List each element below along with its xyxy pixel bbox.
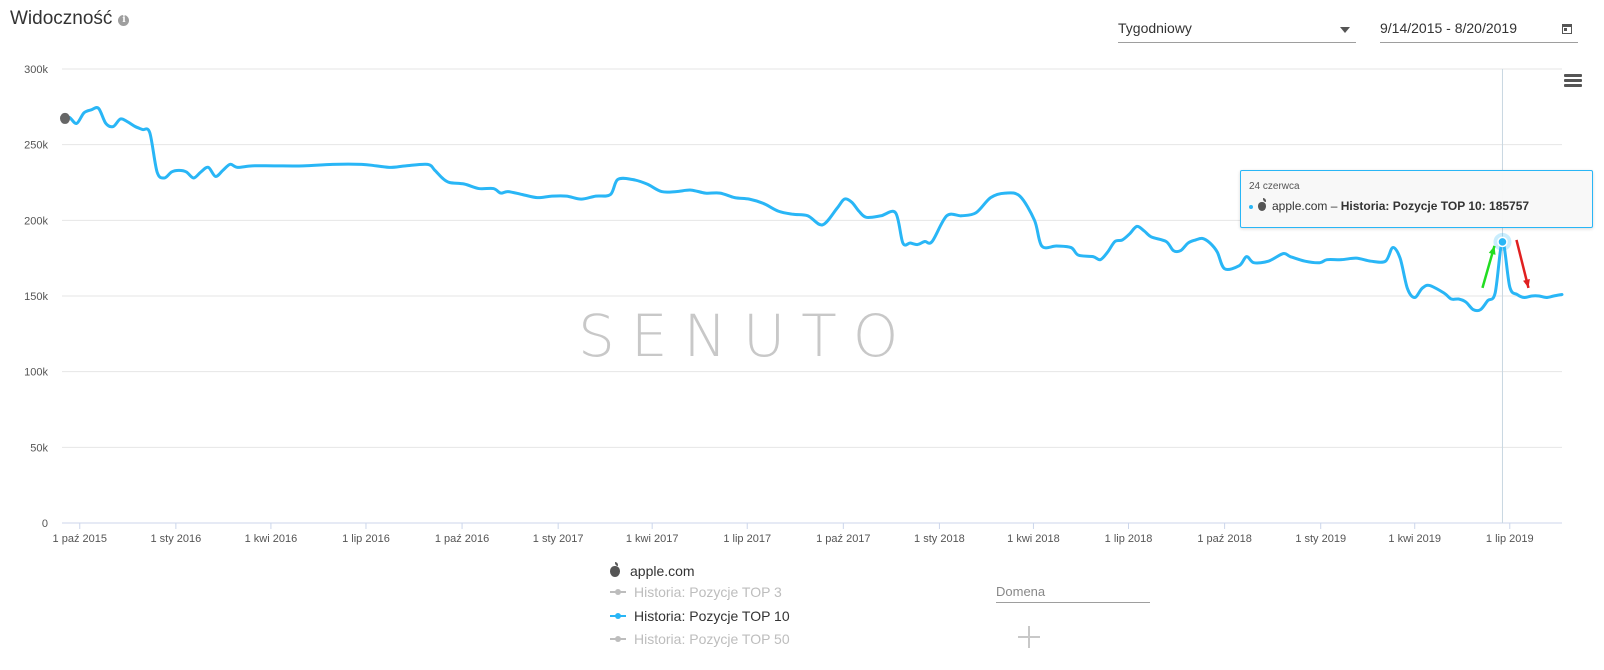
x-axis-ticks: 1 paź 2015 1 sty 2016 1 kwi 2016 1 lip 2016… (53, 523, 1534, 545)
page-title-text: Widoczność (10, 8, 113, 29)
domain-input[interactable] (996, 580, 1150, 603)
watermark-logo: SENUTO (578, 302, 915, 370)
date-range-picker[interactable]: 9/14/2015 - 8/20/2019 (1380, 16, 1578, 43)
date-range-value: 9/14/2015 - 8/20/2019 (1380, 20, 1518, 36)
y-axis-ticks: 0 50k 100k 150k 200k 250k 300k (24, 64, 48, 530)
x-tick-label: 1 kwi 2018 (1007, 533, 1060, 545)
x-tick-label: 1 paź 2018 (1197, 533, 1251, 545)
info-icon[interactable]: i (118, 14, 130, 26)
legend-item-top10[interactable]: Historia: Pozycje TOP 10 (610, 608, 790, 624)
y-tick-label: 100k (24, 367, 48, 379)
highlight-point[interactable] (1497, 236, 1508, 248)
x-tick-label: 1 lip 2016 (342, 533, 390, 545)
x-tick-label: 1 kwi 2016 (245, 533, 298, 545)
tooltip-domain: apple.com (1272, 199, 1328, 213)
chart-tooltip: 24 czerwca apple.com – Historia: Pozycje… (1240, 170, 1593, 228)
x-tick-label: 1 paź 2017 (816, 533, 870, 545)
series-start-apple-icon (60, 112, 70, 124)
add-domain-plus-icon[interactable] (1018, 626, 1040, 648)
granularity-select[interactable]: Tygodniowy (1118, 16, 1356, 43)
arrow-down-head (1523, 278, 1530, 288)
chart-menu-icon[interactable] (1564, 74, 1582, 88)
tooltip-series: Historia: Pozycje TOP 10 (1340, 199, 1482, 213)
legend-label: Historia: Pozycje TOP 50 (634, 631, 790, 647)
chart-grid (62, 68, 1562, 524)
tooltip-value: 185757 (1489, 199, 1530, 213)
apple-icon (60, 112, 70, 124)
x-tick-label: 1 kwi 2017 (626, 533, 679, 545)
calendar-icon[interactable] (1562, 24, 1572, 34)
x-tick-label: 1 lip 2018 (1105, 533, 1153, 545)
tooltip-date: 24 czerwca (1249, 181, 1300, 192)
legend-symbol (610, 636, 626, 642)
legend-label: Historia: Pozycje TOP 3 (634, 584, 782, 600)
x-tick-label: 1 lip 2017 (723, 533, 771, 545)
tooltip-series-dot (1249, 204, 1253, 209)
y-tick-label: 150k (24, 291, 48, 303)
legend-item-top50[interactable]: Historia: Pozycje TOP 50 (610, 631, 790, 647)
legend-symbol (610, 613, 626, 619)
y-tick-label: 200k (24, 215, 48, 227)
x-tick-label: 1 sty 2019 (1295, 533, 1346, 545)
legend-domain-label: apple.com (630, 563, 695, 579)
x-tick-label: 1 sty 2018 (914, 533, 965, 545)
x-tick-label: 1 kwi 2019 (1388, 533, 1441, 545)
y-tick-label: 300k (24, 64, 48, 76)
page-title: Widoczność i (10, 8, 130, 30)
x-tick-label: 1 sty 2016 (150, 533, 201, 545)
x-tick-label: 1 paź 2016 (435, 533, 489, 545)
arrow-up-head (1488, 245, 1496, 255)
x-tick-label: 1 lip 2019 (1486, 533, 1534, 545)
apple-icon (1258, 198, 1266, 211)
visibility-chart: 0 50k 100k 150k 200k 250k 300k 1 paź 2015 1 sty… (24, 64, 1564, 545)
legend-symbol (610, 589, 626, 595)
y-tick-label: 50k (30, 442, 48, 454)
x-tick-label: 1 sty 2017 (533, 533, 584, 545)
y-tick-label: 0 (42, 518, 48, 530)
apple-icon (610, 561, 620, 577)
legend-item-top3[interactable]: Historia: Pozycje TOP 3 (610, 584, 782, 600)
series-line-top10[interactable] (60, 106, 1564, 313)
granularity-value: Tygodniowy (1118, 20, 1192, 36)
x-tick-label: 1 paź 2015 (53, 533, 107, 545)
chevron-down-icon (1340, 27, 1350, 33)
y-tick-label: 250k (24, 140, 48, 152)
legend-label: Historia: Pozycje TOP 10 (634, 608, 790, 624)
tooltip-row: apple.com – Historia: Pozycje TOP 10: 18… (1249, 198, 1530, 213)
legend-domain: apple.com (610, 561, 695, 579)
